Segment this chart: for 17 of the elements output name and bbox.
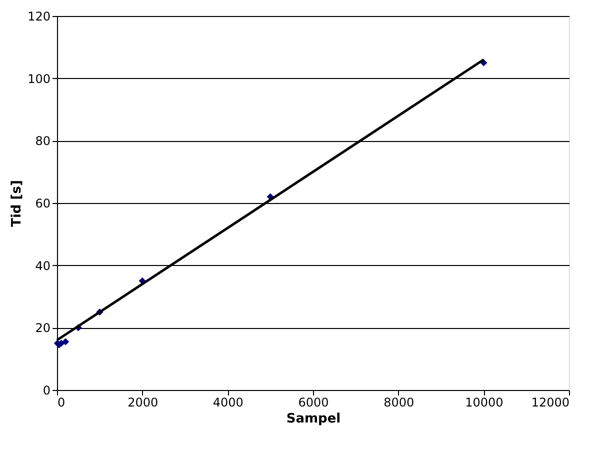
y-tick-label: 0 xyxy=(42,384,50,398)
x-tick-label: 2000 xyxy=(128,396,158,410)
x-tick-label: 8000 xyxy=(384,396,414,410)
y-tick-label: 20 xyxy=(35,321,50,336)
x-tick-label: 0 xyxy=(58,396,66,410)
y-axis-title: Tid [s] xyxy=(10,180,25,227)
y-tick-label: 60 xyxy=(35,196,50,210)
point xyxy=(62,338,70,346)
x-tick-label: 4000 xyxy=(212,396,244,410)
y-tick-label: 80 xyxy=(35,134,50,148)
y-tick-label: 120 xyxy=(28,10,50,24)
y-tick-label: 100 xyxy=(28,72,50,86)
x-tick-label: 10000 xyxy=(465,396,504,410)
x-tick-label: 12000 xyxy=(531,396,570,410)
y-tick-label: 40 xyxy=(35,258,50,273)
x-tick-label: 6000 xyxy=(298,396,329,410)
x-axis-title: Sampel xyxy=(286,412,341,426)
